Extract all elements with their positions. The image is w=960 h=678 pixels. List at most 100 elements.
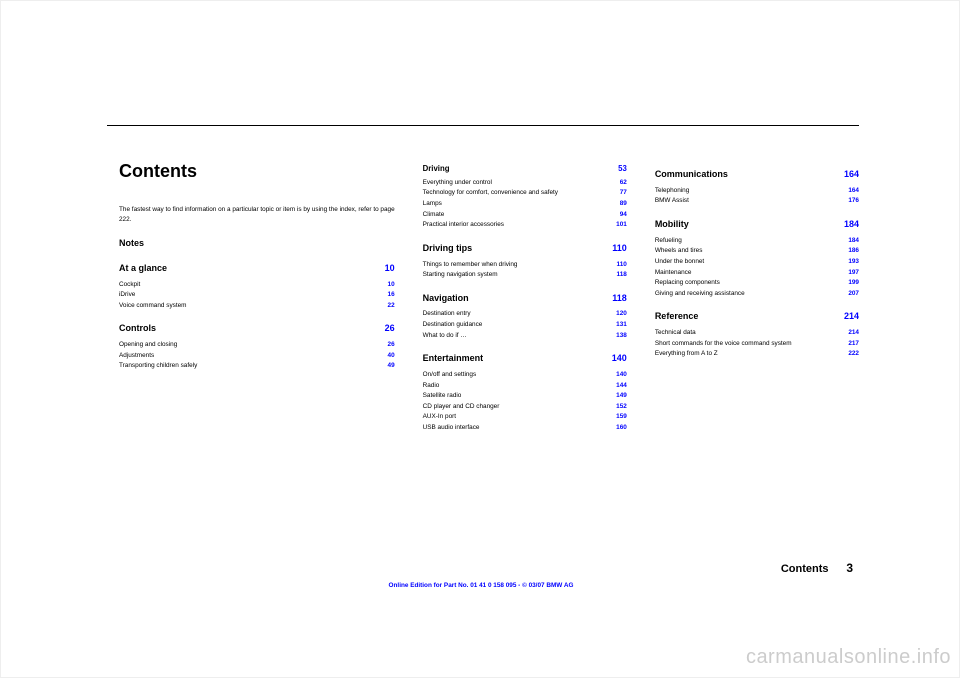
page-link[interactable]: 16 [388, 290, 395, 301]
toc-label: CD player and CD changer [423, 402, 617, 413]
toc-label: Technical data [655, 328, 849, 339]
toc-row: Refueling184 [655, 236, 859, 247]
section-heading: Notes [119, 236, 395, 251]
toc-row: Climate94 [423, 210, 627, 221]
page-link[interactable]: 10 [385, 261, 395, 276]
toc-row: Destination guidance131 [423, 320, 627, 331]
edition-note[interactable]: Online Edition for Part No. 01 41 0 158 … [1, 582, 960, 589]
toc-label: Refueling [655, 236, 849, 247]
section-heading: Navigation118 [423, 291, 627, 306]
section-heading: Mobility184 [655, 217, 859, 232]
toc-row: iDrive16 [119, 290, 395, 301]
section-heading: Driving tips110 [423, 241, 627, 256]
page-link[interactable]: 144 [616, 381, 627, 392]
toc-label: Things to remember when driving [423, 260, 617, 271]
page-link[interactable]: 26 [385, 321, 395, 336]
toc-row: Giving and receiving assistance207 [655, 289, 859, 300]
column-2: Driving53 Everything under control62Techn… [423, 157, 627, 577]
toc-row: What to do if …138 [423, 331, 627, 342]
toc-label: Wheels and tires [655, 246, 849, 257]
page-link[interactable]: 101 [616, 220, 627, 231]
page-link[interactable]: 184 [848, 236, 859, 247]
page-link[interactable]: 118 [617, 270, 627, 281]
page-title: Contents [119, 157, 395, 187]
page-link[interactable]: 118 [612, 291, 627, 306]
page-link[interactable]: 176 [848, 196, 859, 207]
page-link[interactable]: 62 [620, 178, 627, 189]
toc-label: Replacing components [655, 278, 849, 289]
toc-row: Voice command system22 [119, 301, 395, 312]
section-label: Communications [655, 167, 844, 182]
page-link[interactable]: 77 [620, 188, 627, 199]
toc-label: iDrive [119, 290, 388, 301]
page-link[interactable]: 138 [616, 331, 627, 342]
page-link[interactable]: 199 [848, 278, 859, 289]
section-label: Driving [423, 163, 618, 176]
page-link[interactable]: 53 [618, 163, 627, 176]
page-link[interactable]: 186 [848, 246, 859, 257]
page-link[interactable]: 140 [612, 351, 627, 366]
page-link[interactable]: 164 [848, 186, 859, 197]
toc-row: Cockpit10 [119, 280, 395, 291]
toc-row: Telephoning164 [655, 186, 859, 197]
page-link[interactable]: 214 [848, 328, 859, 339]
page-link[interactable]: 110 [612, 241, 627, 256]
page-link[interactable]: 152 [616, 402, 627, 413]
top-rule [107, 125, 859, 126]
toc-label: AUX-In port [423, 412, 617, 423]
toc-label: Lamps [423, 199, 620, 210]
toc-label: Destination guidance [423, 320, 617, 331]
column-1: ContentsThe fastest way to find informat… [119, 157, 395, 577]
section-label: Reference [655, 309, 844, 324]
column-3: Communications164Telephoning164BMW Assis… [655, 157, 859, 577]
page-link[interactable]: 214 [844, 309, 859, 324]
toc-label: Practical interior accessories [423, 220, 617, 231]
footer-block: Contents 3 [781, 559, 853, 577]
page-link[interactable]: 22 [388, 301, 395, 312]
page-link[interactable]: 160 [616, 423, 627, 434]
page-link[interactable]: 49 [388, 361, 395, 372]
toc-label: On/off and settings [423, 370, 617, 381]
page-link[interactable]: 140 [616, 370, 627, 381]
section-label: At a glance [119, 261, 385, 276]
toc-row: Everything under control62 [423, 178, 627, 189]
toc-label: Radio [423, 381, 617, 392]
manual-contents-page: ContentsThe fastest way to find informat… [0, 0, 960, 678]
content-columns: ContentsThe fastest way to find informat… [119, 157, 859, 577]
toc-label: Satellite radio [423, 391, 617, 402]
page-link[interactable]: 131 [616, 320, 627, 331]
page-link[interactable]: 184 [844, 217, 859, 232]
page-link[interactable]: 222 [848, 349, 859, 360]
toc-row: Starting navigation system118 [423, 270, 627, 281]
page-link[interactable]: 40 [388, 351, 395, 362]
page-link[interactable]: 120 [616, 309, 627, 320]
page-link[interactable]: 94 [620, 210, 627, 221]
page-link[interactable]: 26 [388, 340, 395, 351]
watermark: carmanualsonline.info [746, 646, 951, 669]
page-link[interactable]: 164 [844, 167, 859, 182]
section-heading: Communications164 [655, 167, 859, 182]
toc-label: Under the bonnet [655, 257, 849, 268]
toc-row: Technology for comfort, convenience and … [423, 188, 627, 199]
toc-row: On/off and settings140 [423, 370, 627, 381]
page-link[interactable]: 110 [617, 260, 627, 271]
section-label: Controls [119, 321, 385, 336]
toc-label: Starting navigation system [423, 270, 617, 281]
page-link[interactable]: 159 [616, 412, 627, 423]
page-link[interactable]: 149 [616, 391, 627, 402]
toc-row: Satellite radio149 [423, 391, 627, 402]
page-link[interactable]: 197 [848, 268, 859, 279]
page-link[interactable]: 10 [388, 280, 395, 291]
toc-row: Radio144 [423, 381, 627, 392]
page-link[interactable]: 217 [848, 339, 859, 350]
toc-row: Practical interior accessories101 [423, 220, 627, 231]
toc-row: Wheels and tires186 [655, 246, 859, 257]
page-link[interactable]: 89 [620, 199, 627, 210]
toc-label: Climate [423, 210, 620, 221]
page-link[interactable]: 207 [848, 289, 859, 300]
toc-row: Things to remember when driving110 [423, 260, 627, 271]
toc-label: Destination entry [423, 309, 617, 320]
page-link[interactable]: 193 [848, 257, 859, 268]
toc-row: Adjustments40 [119, 351, 395, 362]
section-heading: Reference214 [655, 309, 859, 324]
